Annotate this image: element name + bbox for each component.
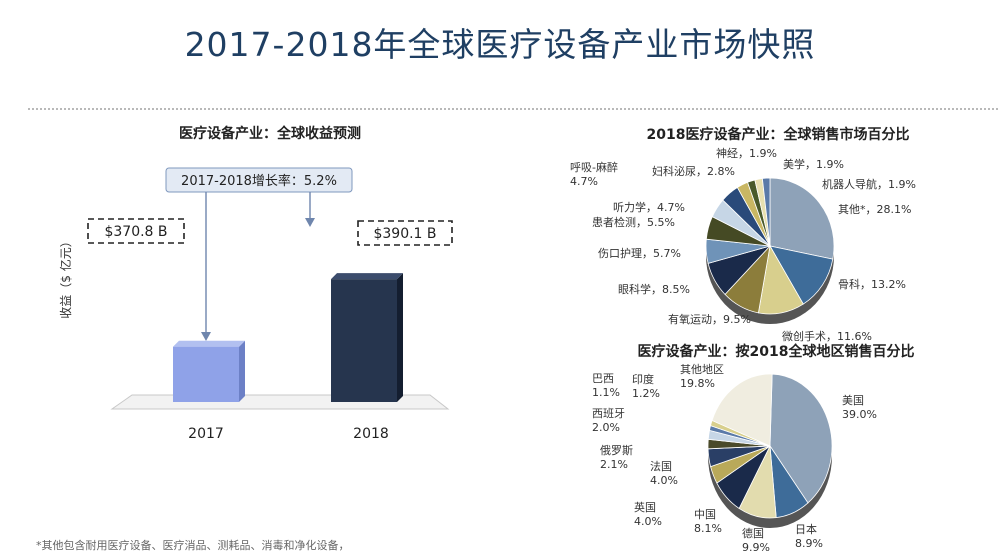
growth-callout-box — [165, 167, 353, 193]
pie-label-value-英国: 4.0% — [634, 515, 662, 528]
pie-label-value-德国: 9.9% — [742, 541, 770, 554]
value-box-2018 — [357, 220, 453, 246]
value-label-2017: $370.8 B — [104, 224, 167, 240]
value-box-2017 — [87, 218, 185, 244]
pie-label-西班牙: 西班牙 — [592, 407, 625, 420]
pie-label-日本: 日本 — [795, 522, 817, 536]
pie-label-呼吸-麻醉: 呼吸-麻醉 — [570, 160, 618, 174]
pie-label-value-中国: 8.1% — [694, 522, 722, 535]
pie-label-微创手术: 微创手术，11.6% — [782, 329, 872, 343]
pie-label-俄罗斯: 俄罗斯 — [600, 444, 633, 457]
pie-label-其他地区: 其他地区 — [680, 363, 724, 376]
pie-label-value-其他地区: 19.8% — [680, 377, 715, 390]
pie-label-机器人导航: 机器人导航，1.9% — [822, 177, 916, 191]
bar-top-2017 — [173, 340, 245, 347]
pie-label-妇科泌尿: 妇科泌尿，2.8% — [652, 164, 735, 178]
page-title: 2017-2018年全球医疗设备产业市场快照 — [184, 25, 816, 64]
pie-label-患者检测: 患者检测，5.5% — [592, 215, 675, 229]
pie-label-巴西: 巴西 — [592, 372, 614, 385]
pie-slice-其他* — [769, 177, 835, 260]
pie-label-value-西班牙: 2.0% — [592, 421, 620, 434]
bar-side-2018 — [397, 273, 403, 402]
bar-side-2017 — [239, 340, 245, 402]
pie-label-value-法国: 4.0% — [650, 474, 678, 487]
bar-2018 — [331, 279, 397, 402]
value-label-2018: $390.1 B — [373, 226, 436, 242]
footnote: *其他包含耐用医疗设备、医疗消品、测耗品、消毒和净化设备， — [36, 538, 350, 552]
bars — [173, 273, 403, 402]
pie-slice-机器人导航 — [761, 177, 771, 247]
bar-2017 — [173, 346, 239, 402]
pie-label-神经: 神经，1.9% — [716, 146, 777, 160]
pie-label-英国: 英国 — [634, 500, 656, 514]
pie-label-value-美国: 39.0% — [842, 408, 877, 421]
pie-label-眼科学: 眼科学，8.5% — [618, 282, 690, 296]
pie-label-value-日本: 8.9% — [795, 537, 823, 550]
arrow-2017-head — [201, 332, 211, 341]
pie-label-美国: 美国 — [842, 394, 864, 407]
pie-label-美学: 美学，1.9% — [783, 157, 844, 171]
pie-label-印度: 印度 — [632, 372, 654, 386]
pie-label-value-巴西: 1.1% — [592, 386, 620, 399]
pie-label-伤口护理: 伤口护理，5.7% — [598, 246, 681, 260]
bar-top-2018 — [331, 273, 403, 280]
pie-label-中国: 中国 — [694, 508, 716, 521]
x-tick-2017: 2017 — [188, 426, 224, 442]
pie2-labels: 美国39.0%日本8.9%德国9.9%中国8.1%英国4.0%法国4.0%俄罗斯… — [592, 363, 877, 554]
pie2-slices — [707, 373, 833, 528]
pie-slice-骨科 — [769, 245, 834, 305]
pie-label-value-俄罗斯: 2.1% — [600, 458, 628, 471]
pie2-title: 医疗设备产业：按2018全球地区销售百分比 — [638, 343, 915, 360]
x-tick-2018: 2018 — [353, 426, 389, 442]
pie-label-value-印度: 1.2% — [632, 387, 660, 400]
pie-label-骨科: 骨科，13.2% — [838, 277, 906, 291]
pie-label-听力学: 听力学，4.7% — [613, 200, 685, 214]
pie1-labels: 其他*，28.1% 骨科，13.2% 微创手术，11.6% 有氧运动，9.5% 眼科学，… — [570, 146, 916, 343]
pie-label-其他*: 其他*，28.1% — [838, 203, 911, 216]
pie-label-有氧运动: 有氧运动，9.5% — [668, 312, 751, 326]
bar-chart: 医疗设备产业：全球收益预测 收益（$ 亿元） 2017-2018增长率：5.2%… — [58, 125, 453, 442]
bar-chart-title: 医疗设备产业：全球收益预测 — [179, 125, 361, 142]
pie-label-value-呼吸-麻醉: 4.7% — [570, 175, 598, 188]
growth-callout-text: 2017-2018增长率：5.2% — [181, 173, 337, 189]
pie-slice-其他地区 — [711, 373, 773, 447]
pie1-slices — [705, 177, 835, 324]
arrow-2018-head — [305, 218, 315, 227]
pie-label-法国: 法国 — [650, 459, 672, 473]
divider — [28, 108, 998, 110]
pie-label-德国: 德国 — [742, 526, 764, 540]
segment-pie-chart: 2018医疗设备产业：全球销售市场百分比 其他*，28.1% 骨科，13.2% 微创… — [570, 126, 916, 343]
pie-slice-美国 — [769, 373, 833, 504]
pie1-title: 2018医疗设备产业：全球销售市场百分比 — [647, 126, 910, 143]
bar-chart-ylabel: 收益（$ 亿元） — [58, 235, 73, 318]
